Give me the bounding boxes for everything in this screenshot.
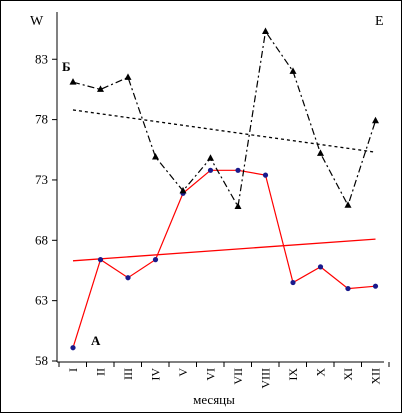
data-point-b (179, 186, 187, 194)
data-point-b (207, 154, 214, 161)
x-tick-label: VI (204, 368, 218, 381)
corner-label-e: E (375, 14, 384, 29)
x-tick-label: II (94, 368, 108, 376)
data-point-a (152, 257, 159, 263)
y-tick-label: 58 (35, 353, 48, 368)
corner-label-w: W (30, 14, 44, 29)
data-point-b (344, 201, 352, 208)
x-axis-label: месяцы (193, 392, 235, 407)
y-tick-label: 73 (35, 172, 48, 187)
x-tick-label: VIII (259, 368, 273, 389)
data-point-a (235, 167, 241, 173)
data-point-a (317, 264, 324, 270)
x-tick-label: III (121, 368, 135, 380)
series-label-a: А (91, 333, 101, 348)
y-tick-label: 83 (35, 51, 48, 66)
trend-lines (72, 109, 376, 262)
data-point-b (262, 27, 269, 34)
data-point-a (372, 283, 379, 289)
data-point-b (97, 85, 104, 92)
x-tick-label: IV (149, 368, 163, 381)
x-tick-label: V (176, 368, 190, 377)
y-tick-label: 63 (35, 293, 48, 308)
y-tick-label: 68 (35, 232, 48, 247)
data-point-b (69, 78, 77, 85)
data-point-b (152, 153, 159, 160)
series-line-a (72, 169, 376, 348)
series-line-b (72, 29, 377, 209)
data-point-a (125, 275, 131, 281)
y-tick-label: 78 (35, 112, 48, 127)
series-lines (72, 29, 377, 348)
x-tick-label: XII (369, 368, 383, 385)
trend-line-a (72, 238, 376, 262)
data-point-b (289, 67, 297, 74)
data-point-a (97, 257, 104, 263)
x-tick-label: VII (231, 368, 245, 385)
x-tick-label: XI (341, 368, 355, 381)
data-point-a (262, 172, 269, 178)
data-point-a (345, 285, 351, 292)
data-point-b (124, 73, 132, 80)
x-tick-label: IX (286, 368, 300, 381)
markers (69, 27, 379, 351)
data-point-b (234, 202, 242, 210)
data-point-a (207, 167, 214, 173)
x-tick-label: I (66, 368, 80, 372)
data-point-b (317, 149, 324, 156)
x-tick-label: X (314, 368, 328, 377)
data-point-a (290, 279, 296, 286)
data-point-b (372, 116, 379, 124)
series-label-b: Б (62, 59, 71, 74)
trend-line-b (72, 109, 376, 153)
data-point-a (70, 345, 76, 351)
